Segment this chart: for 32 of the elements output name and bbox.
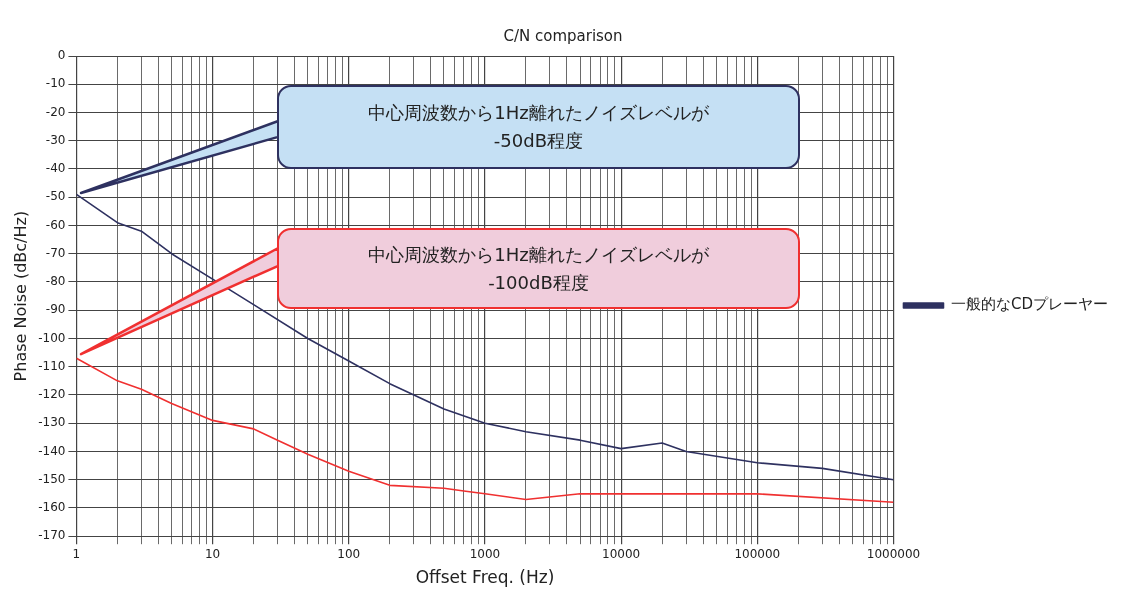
x-tick-label: 1000 xyxy=(469,546,501,561)
y-tick-label: -50 xyxy=(45,189,66,204)
chart-title: C/N comparison xyxy=(503,26,623,45)
y-tick-label: -40 xyxy=(45,161,66,176)
x-tick-label: 100000 xyxy=(734,546,781,561)
x-axis-title: Offset Freq. (Hz) xyxy=(415,567,555,588)
y-tick-label: -70 xyxy=(45,245,66,260)
legend-label: 一般的なCDプレーヤー xyxy=(950,295,1109,314)
x-tick-label: 1 xyxy=(72,546,81,561)
x-tick-label: 1000000 xyxy=(866,546,921,561)
y-tick-label: -10 xyxy=(45,76,66,91)
y-tick-label: 0 xyxy=(57,48,66,63)
x-tick-label: 100 xyxy=(337,546,361,561)
y-tick-label: -130 xyxy=(38,415,66,430)
y-tick-label: -150 xyxy=(38,471,66,486)
y-tick-label: -90 xyxy=(45,302,66,317)
y-tick-label: -100 xyxy=(38,330,66,345)
y-tick-label: -160 xyxy=(38,500,66,515)
y-tick-label: -30 xyxy=(45,132,66,147)
y-tick-label: -120 xyxy=(38,387,66,402)
y-tick-label: -80 xyxy=(45,274,66,289)
y-tick-label: -140 xyxy=(38,443,66,458)
y-tick-label: -170 xyxy=(38,528,66,543)
y-tick-label: -60 xyxy=(45,217,66,232)
x-tick-label: 10000 xyxy=(602,546,641,561)
y-axis-title: Phase Noise (dBc/Hz) xyxy=(10,210,30,382)
y-tick-label: -110 xyxy=(38,358,66,373)
y-tick-label: -20 xyxy=(45,104,66,119)
x-tick-label: 10 xyxy=(204,546,221,561)
speech-bubble: 中心周波数から1Hz離れたノイズレベルが -100dB程度 xyxy=(79,226,803,357)
annotation: 中心周波数から1Hz離れたノイズレベルが -50dB程度 xyxy=(276,84,801,169)
annotation: 中心周波数から1Hz離れたノイズレベルが -100dB程度 xyxy=(276,228,801,310)
